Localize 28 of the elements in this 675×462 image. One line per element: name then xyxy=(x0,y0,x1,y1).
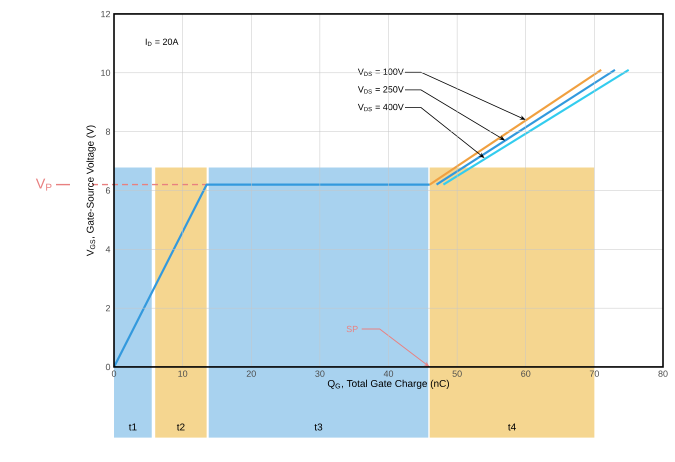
x-tick-label: 80 xyxy=(658,370,668,377)
annotation: I$_{D}$ = 20A xyxy=(146,38,178,46)
y-tick-label: 10 xyxy=(101,70,110,76)
band-label: t1 xyxy=(128,424,137,430)
x-tick-label: 10 xyxy=(178,370,188,377)
x-tick-label: 30 xyxy=(315,370,325,377)
y-tick-label: 2 xyxy=(106,305,110,312)
y-tick-label: 4 xyxy=(106,246,110,252)
x-axis-title: Q$_{G}$, Total Gate Charge (nC) xyxy=(328,380,449,389)
x-tick-label: 70 xyxy=(590,370,600,377)
y-tick-label: 8 xyxy=(106,128,110,135)
y-tick-label: 6 xyxy=(106,187,110,194)
x-tick-label: 60 xyxy=(521,370,530,377)
y-axis-title: V$_{GS}$, Gate-Source Voltage (V) xyxy=(86,125,96,256)
y-tick-label: 0 xyxy=(106,364,110,370)
band-label: t2 xyxy=(176,423,185,431)
band-label: t4 xyxy=(508,424,516,430)
annotation: V$_{DS}$ = 100V xyxy=(358,68,404,76)
band-label: t3 xyxy=(314,423,322,431)
x-tick-label: 20 xyxy=(246,370,256,377)
x-tick-label: 40 xyxy=(384,370,394,377)
annotation: SP xyxy=(346,326,358,332)
ref-line-label: V$_{P}$ xyxy=(36,178,52,191)
y-tick-label: 12 xyxy=(101,10,110,18)
annotation: V$_{DS}$ = 250V xyxy=(358,86,404,94)
annotation: V$_{DS}$ = 400V xyxy=(358,104,404,112)
x-tick-label: 50 xyxy=(452,370,462,377)
x-tick-label: 0 xyxy=(112,370,116,377)
